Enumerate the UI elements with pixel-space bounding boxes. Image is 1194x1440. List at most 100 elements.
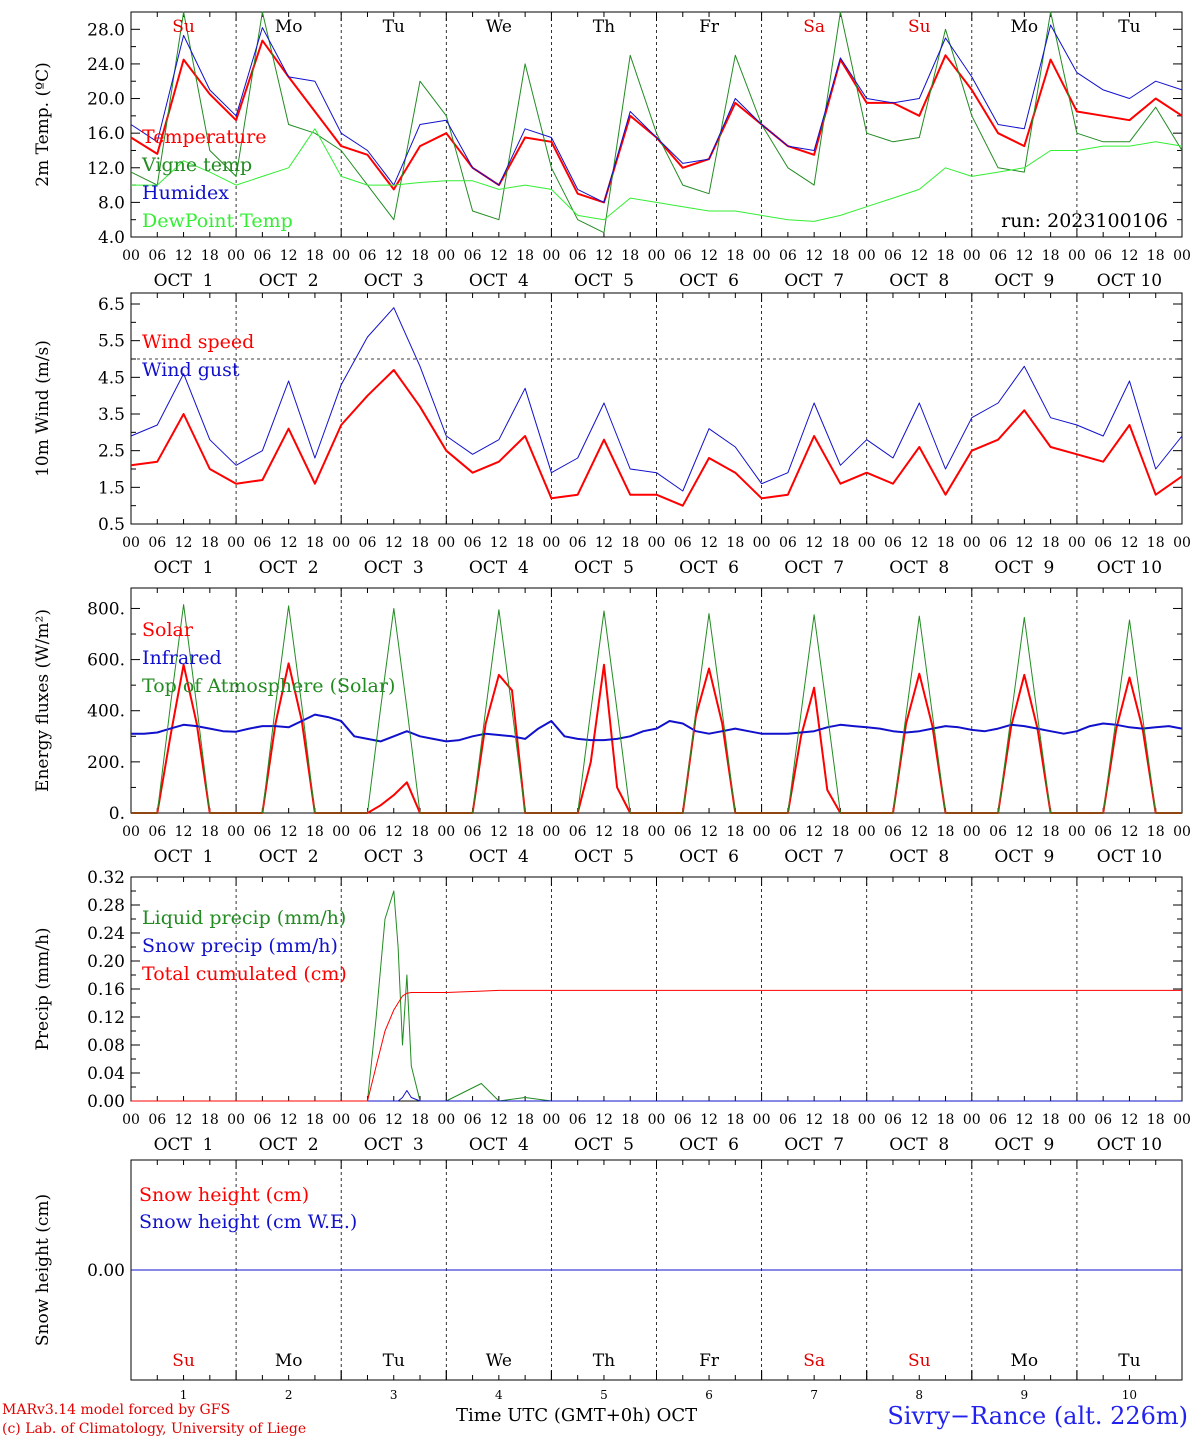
hour-label: 00 [122,535,140,551]
hour-label: 00 [437,248,455,264]
day-label: OCT 10 [1097,1135,1162,1155]
hour-label: 18 [1147,824,1165,840]
hour-label: 12 [910,535,928,551]
legend-entry: Humidex [142,182,229,204]
hour-label: 12 [595,535,613,551]
weekday-label: Sa [803,17,825,37]
hour-label: 12 [280,824,298,840]
hour-label: 00 [542,248,560,264]
hour-label: 18 [937,1112,955,1128]
hour-label: 12 [1121,1112,1139,1128]
series-line-top-of-atmosphere-solar [131,604,1182,814]
hour-label: 18 [201,248,219,264]
hour-label: 12 [490,1112,508,1128]
hour-label: 12 [1121,824,1139,840]
hour-label: 00 [122,1112,140,1128]
hour-label: 00 [437,824,455,840]
hour-label: 06 [359,824,377,840]
day-label: OCT 5 [574,847,634,867]
hour-label: 12 [910,248,928,264]
day-label: OCT 9 [994,558,1054,578]
day-label: OCT 4 [469,271,529,291]
hour-label: 06 [989,1112,1007,1128]
hour-label: 18 [1147,248,1165,264]
hour-label: 18 [832,1112,850,1128]
day-label: OCT 6 [679,1135,739,1155]
hour-label: 12 [175,535,193,551]
hour-label: 12 [700,248,718,264]
weekday-label: Fr [699,1351,720,1371]
hour-label: 12 [700,1112,718,1128]
day-label: OCT 6 [679,558,739,578]
series-line-wind-gust [130,307,1183,492]
hour-label: 00 [753,1112,771,1128]
hour-label: 06 [779,535,797,551]
hour-label: 06 [359,248,377,264]
hour-label: 06 [674,824,692,840]
day-label: OCT 2 [259,847,319,867]
hour-label: 18 [411,1112,429,1128]
day-label: OCT 7 [784,847,844,867]
hour-label: 00 [648,1112,666,1128]
y-tick-label: 200. [87,753,125,773]
y-tick-label: 28.0 [87,20,125,40]
hour-label: 12 [1015,248,1033,264]
legend-entry: Total cumulated (cm) [142,963,347,985]
day-label: OCT 9 [994,1135,1054,1155]
hour-label: 18 [516,248,534,264]
hour-label: 00 [753,824,771,840]
y-tick-label: 8.0 [98,193,125,213]
hour-label: 18 [832,824,850,840]
hour-label: 12 [595,248,613,264]
legend-entry: Temperature [142,126,266,148]
y-tick-label: 0.16 [87,980,125,1000]
hour-label: 12 [910,1112,928,1128]
day-label: OCT 2 [259,1135,319,1155]
y-tick-label: 0.28 [87,896,125,916]
hour-label: 06 [674,535,692,551]
hour-label: 12 [805,824,823,840]
y-axis-label: 10m Wind (m/s) [33,340,53,477]
day-label: OCT 4 [469,558,529,578]
day-label: OCT 7 [784,271,844,291]
hour-label: 12 [280,535,298,551]
day-label: OCT 5 [574,271,634,291]
day-number: 9 [1021,1388,1029,1402]
day-label: OCT 7 [784,558,844,578]
day-number: 2 [285,1388,293,1402]
y-tick-label: 1.5 [98,478,125,498]
day-label: OCT 9 [994,271,1054,291]
day-label: OCT 8 [889,1135,949,1155]
hour-label: 06 [464,1112,482,1128]
day-label: OCT 1 [154,1135,214,1155]
day-label: OCT 7 [784,1135,844,1155]
y-tick-label: 0. [109,804,125,824]
hour-label: 00 [858,248,876,264]
legend-entry: Infrared [142,647,222,669]
hour-label: 06 [569,248,587,264]
y-tick-label: 0.00 [87,1092,125,1112]
weekday-label: We [486,17,512,37]
y-tick-label: 3.5 [98,405,125,425]
hour-label: 18 [621,535,639,551]
series-line-dewpoint-temp [131,128,1183,222]
day-label: OCT 3 [364,847,424,867]
weekday-label: Fr [699,17,720,37]
hour-label: 18 [306,1112,324,1128]
weekday-label: Mo [1011,1351,1039,1371]
hour-label: 00 [227,1112,245,1128]
y-tick-label: 4.0 [98,228,125,248]
hour-label: 06 [1094,535,1112,551]
hour-label: 12 [910,824,928,840]
hour-label: 06 [569,1112,587,1128]
hour-label: 12 [595,824,613,840]
hour-label: 06 [1094,248,1112,264]
hour-label: 12 [280,248,298,264]
hour-label: 06 [464,248,482,264]
weekday-label: Su [172,17,195,37]
hour-label: 06 [674,1112,692,1128]
hour-label: 06 [989,248,1007,264]
hour-label: 06 [569,824,587,840]
legend-entry: Wind gust [142,359,240,381]
hour-label: 12 [1121,535,1139,551]
